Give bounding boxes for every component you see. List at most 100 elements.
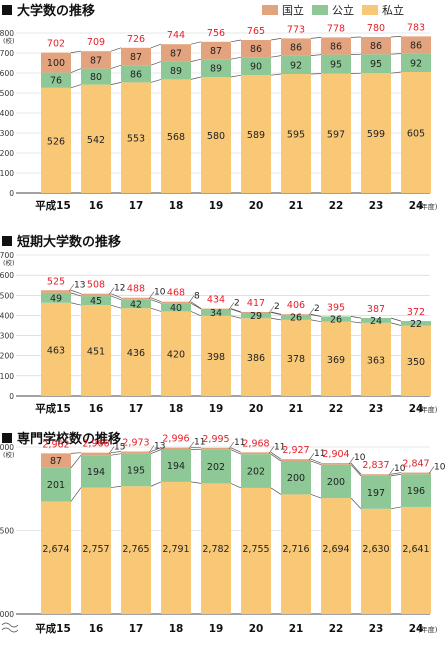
connector-koritsu — [150, 299, 162, 304]
bar-koritsu — [81, 455, 111, 488]
label-koritsu: 90 — [250, 62, 262, 73]
label-shiritsu: 350 — [407, 357, 425, 368]
x-tick-label: 16 — [89, 403, 104, 415]
connector-shiritsu — [190, 311, 202, 317]
axis-break-icon — [1, 622, 19, 633]
label-koritsu: 200 — [327, 477, 345, 488]
y-tick-label: 300 — [0, 332, 14, 341]
label-kokuritsu: 87 — [170, 48, 182, 59]
label-kokuritsu: 87 — [50, 456, 62, 467]
label-koritsu: 29 — [250, 311, 262, 322]
bar-koritsu — [401, 53, 431, 72]
chart2-title-text: 短期大学数の推移 — [17, 235, 122, 250]
x-tick-label: 19 — [209, 200, 224, 212]
x-tick-label: 18 — [169, 403, 184, 415]
legend-item-koritsu: 公立 — [312, 2, 354, 18]
x-tick-label: 22 — [329, 200, 344, 212]
label-total: 488 — [127, 284, 145, 295]
connector-koritsu — [110, 453, 122, 456]
y-tick-label: 0 — [9, 392, 14, 401]
label-kokuritsu: 86 — [250, 44, 262, 55]
label-shiritsu: 599 — [367, 129, 385, 140]
bar-shiritsu — [361, 322, 391, 396]
label-koritsu: 201 — [47, 480, 65, 491]
label-shiritsu: 398 — [207, 352, 225, 363]
bar-kokuritsu — [81, 51, 111, 69]
label-kokuritsu: 87 — [210, 46, 222, 57]
bar-kokuritsu — [201, 41, 231, 60]
connector-shiritsu — [190, 481, 202, 484]
bar-shiritsu — [201, 483, 231, 614]
label-koritsu: 200 — [287, 473, 305, 484]
leader-line — [188, 295, 195, 303]
x-tick-label: 21 — [289, 623, 304, 635]
connector-shiritsu — [350, 497, 362, 510]
leader-line — [148, 445, 155, 453]
bar-kokuritsu — [241, 312, 271, 313]
y-tick-label: 500 — [0, 89, 14, 98]
x-tick-label: 24 — [409, 200, 424, 212]
label-koritsu: 95 — [370, 59, 382, 70]
connector-shiritsu — [190, 76, 202, 80]
label-total: 756 — [207, 28, 225, 39]
label-total: 702 — [47, 39, 65, 50]
label-total: 395 — [327, 302, 345, 313]
bar-koritsu — [41, 72, 71, 88]
bar-shiritsu — [81, 487, 111, 614]
connector-total — [70, 452, 82, 454]
bar-kokuritsu — [241, 40, 271, 58]
bar-shiritsu — [121, 486, 151, 614]
bar-koritsu — [81, 68, 111, 85]
leader-line — [348, 456, 355, 465]
label-shiritsu: 597 — [327, 129, 345, 140]
y-tick-label: 100 — [0, 169, 14, 178]
label-kokuritsu: 87 — [130, 52, 142, 63]
leader-line — [228, 441, 235, 450]
connector-shiritsu — [110, 485, 122, 488]
label-total: 744 — [167, 30, 185, 41]
leader-line — [148, 291, 155, 299]
connector-total — [270, 452, 282, 460]
bar-shiritsu — [321, 321, 351, 396]
label-koritsu: 195 — [127, 465, 145, 476]
label-kokuritsu: 10 — [354, 453, 366, 463]
label-kokuritsu: 87 — [90, 55, 102, 66]
label-total: 2,904 — [322, 449, 349, 460]
label-shiritsu: 2,674 — [42, 544, 69, 555]
label-total: 2,995 — [202, 434, 229, 445]
label-koritsu: 22 — [410, 319, 422, 330]
connector-total — [230, 447, 242, 453]
label-kokuritsu: 100 — [47, 58, 65, 69]
y-tick-label: 700 — [0, 49, 14, 58]
connector-koritsu — [390, 473, 402, 477]
label-shiritsu: 2,765 — [122, 544, 149, 555]
label-total: 468 — [167, 288, 185, 299]
connector-koritsu — [310, 460, 322, 466]
label-koritsu: 196 — [407, 486, 425, 497]
chart1-title: 大学数の推移 — [2, 0, 95, 19]
connector-shiritsu — [270, 73, 282, 76]
x-tick-label: 16 — [89, 200, 104, 212]
label-kokuritsu: 11 — [274, 442, 285, 452]
label-koritsu: 45 — [90, 296, 102, 307]
bar-shiritsu — [201, 77, 231, 193]
bar-shiritsu — [161, 311, 191, 396]
bar-kokuritsu — [41, 453, 71, 468]
connector-total — [110, 293, 122, 299]
label-kokuritsu: 86 — [330, 42, 342, 53]
x-tick-label: 17 — [129, 623, 144, 635]
bar-koritsu — [201, 59, 231, 77]
label-shiritsu: 553 — [127, 134, 145, 145]
y-tick-label: 500 — [0, 291, 14, 300]
y-tick-label: 600 — [0, 271, 14, 280]
bar-kokuritsu — [321, 463, 351, 465]
bar-koritsu — [321, 464, 351, 499]
bar-kokuritsu — [41, 290, 71, 293]
label-koritsu: 194 — [87, 467, 105, 478]
bar-shiritsu — [321, 498, 351, 614]
y-tick-label: 3,000 — [0, 443, 14, 452]
label-total: 783 — [407, 22, 425, 33]
label-shiritsu: 526 — [47, 136, 65, 147]
connector-shiritsu — [110, 304, 122, 309]
bar-kokuritsu — [81, 452, 111, 456]
